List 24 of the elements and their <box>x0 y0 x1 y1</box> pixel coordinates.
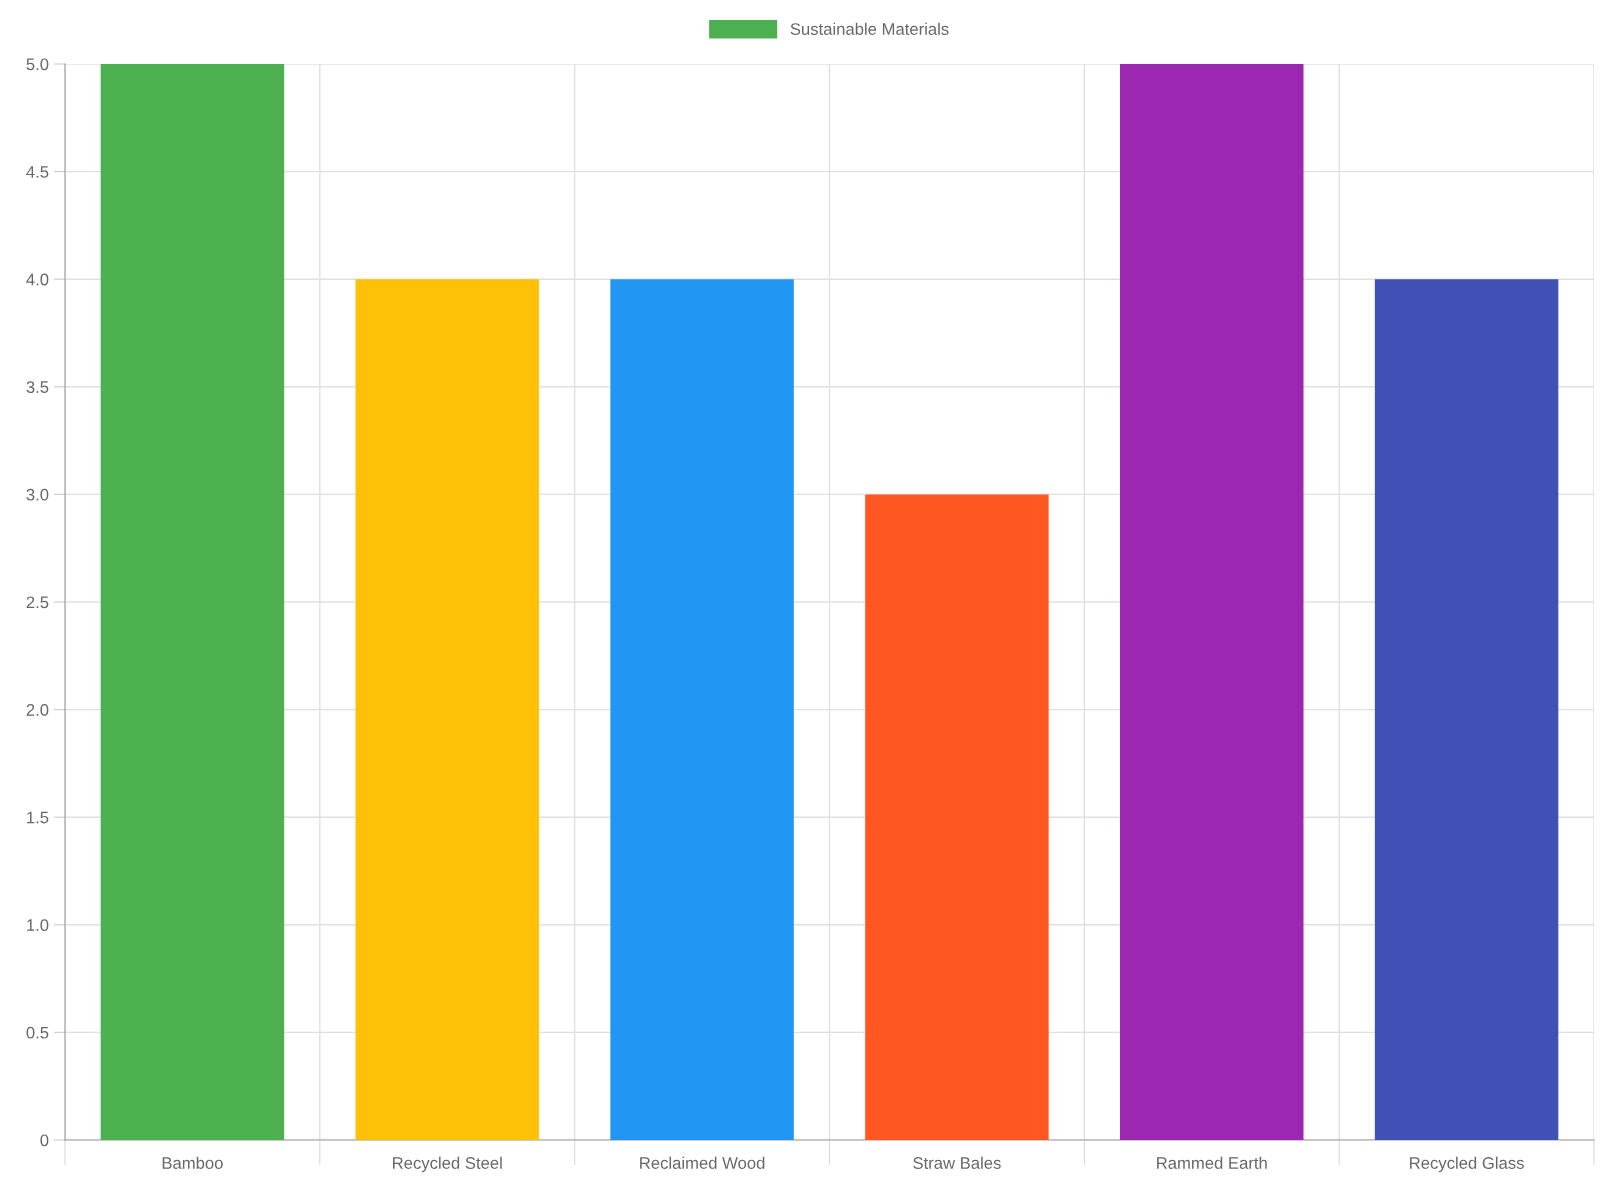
bar <box>1120 64 1304 1140</box>
x-tick-label: Reclaimed Wood <box>640 1156 765 1169</box>
y-tick-label: 4.5 <box>26 166 49 178</box>
x-tick-label: Recycled Glass <box>1410 1156 1524 1173</box>
y-tick-label: 2.0 <box>26 704 49 716</box>
bar <box>1374 279 1559 1140</box>
legend-label: Sustainable Materials <box>790 22 949 35</box>
bar <box>100 64 285 1140</box>
y-tick-label: 4.0 <box>26 273 49 286</box>
y-tick-label: 1.0 <box>27 919 49 931</box>
y-tick-label: 3.0 <box>26 488 49 501</box>
y-tick-label: 2.5 <box>26 596 49 609</box>
x-tick-label: Straw Bales <box>913 1156 1001 1169</box>
x-tick-label: Recycled Steel <box>393 1156 502 1173</box>
y-tick-label: 0 <box>40 1134 49 1147</box>
y-tick-label: 1.5 <box>27 811 49 824</box>
bar <box>355 279 539 1140</box>
y-tick-label: 3.5 <box>26 381 49 393</box>
bar <box>865 494 1049 1140</box>
x-tick-label: Rammed Earth <box>1157 1156 1267 1169</box>
y-tick-label: 0.5 <box>26 1026 49 1039</box>
y-tick-label: 5.0 <box>26 58 49 71</box>
bar <box>610 279 794 1140</box>
x-tick-label: Bamboo <box>162 1156 223 1169</box>
